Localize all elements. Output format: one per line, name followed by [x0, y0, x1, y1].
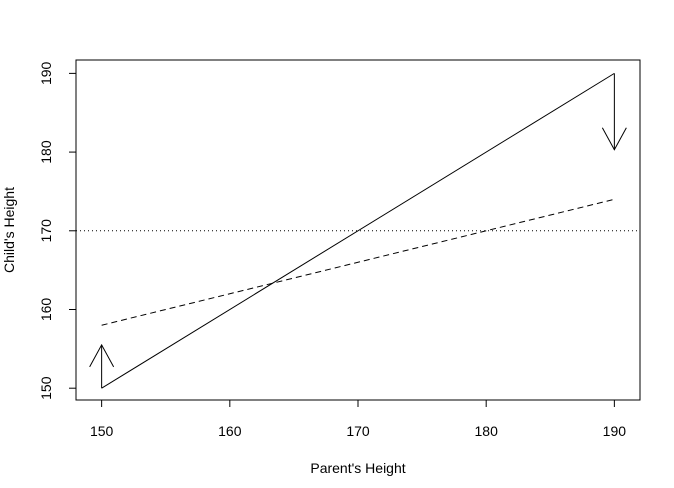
x-tick-label-190: 190: [603, 423, 627, 439]
y-tick-label-170: 170: [38, 219, 54, 243]
y-tick-label-180: 180: [38, 140, 54, 164]
x-tick-label-150: 150: [90, 423, 114, 439]
x-tick-label-180: 180: [475, 423, 499, 439]
x-axis-title: Parent's Height: [310, 460, 405, 476]
plot-frame: [75, 59, 641, 401]
series-line-dashed: [101, 198, 615, 326]
series-line-solid: [101, 72, 615, 389]
y-tick-label-150: 150: [38, 376, 54, 400]
x-tick-label-160: 160: [218, 423, 242, 439]
x-tick-label-170: 170: [346, 423, 370, 439]
arrow-head-1: [601, 127, 627, 151]
y-tick-label-190: 190: [38, 61, 54, 85]
y-axis-title: Child's Height: [1, 187, 17, 273]
y-tick-label-160: 160: [38, 298, 54, 322]
arrow-head-0: [89, 343, 115, 368]
